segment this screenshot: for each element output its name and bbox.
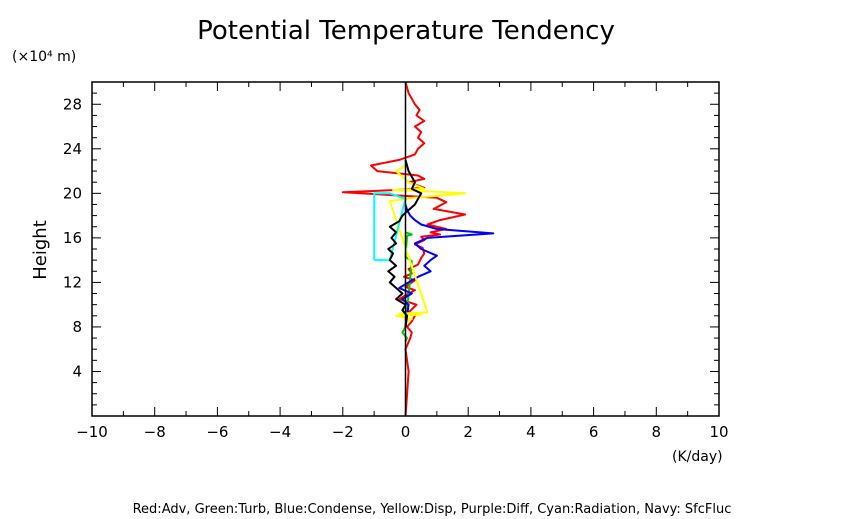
y-tick-label: 4 [72, 362, 82, 380]
x-tick-label: −8 [144, 423, 166, 441]
legend-caption: Red:Adv, Green:Turb, Blue:Condense, Yell… [133, 502, 732, 517]
x-tick-label: 2 [463, 423, 473, 441]
y-tick-label: 8 [72, 318, 82, 336]
y-tick-label: 16 [63, 229, 82, 247]
x-tick-label: −2 [332, 423, 354, 441]
series-line-blue [398, 204, 495, 328]
y-tick-label: 20 [63, 184, 82, 202]
x-tick-label: −10 [76, 423, 108, 441]
series-line-red [341, 81, 467, 417]
x-tick-label: 8 [652, 423, 662, 441]
x-tick-label: 6 [589, 423, 599, 441]
x-tick-label: 10 [709, 423, 728, 441]
x-tick-label: 4 [526, 423, 536, 441]
series-line-cyan [373, 192, 407, 262]
y-tick-label: 28 [63, 95, 82, 113]
x-tick-label: 0 [401, 423, 411, 441]
y-axis-unit: (×10⁴ m) [12, 49, 76, 65]
x-axis-unit: (K/day) [672, 449, 723, 465]
x-tick-label: −6 [206, 423, 228, 441]
y-tick-label: 12 [63, 273, 82, 291]
x-tick-label: −4 [269, 423, 291, 441]
y-axis-label: Height [30, 220, 51, 280]
series-line-black [387, 159, 423, 328]
plot-series [341, 81, 495, 417]
y-tick-label: 24 [63, 140, 82, 158]
chart-title: Potential Temperature Tendency [197, 16, 615, 46]
